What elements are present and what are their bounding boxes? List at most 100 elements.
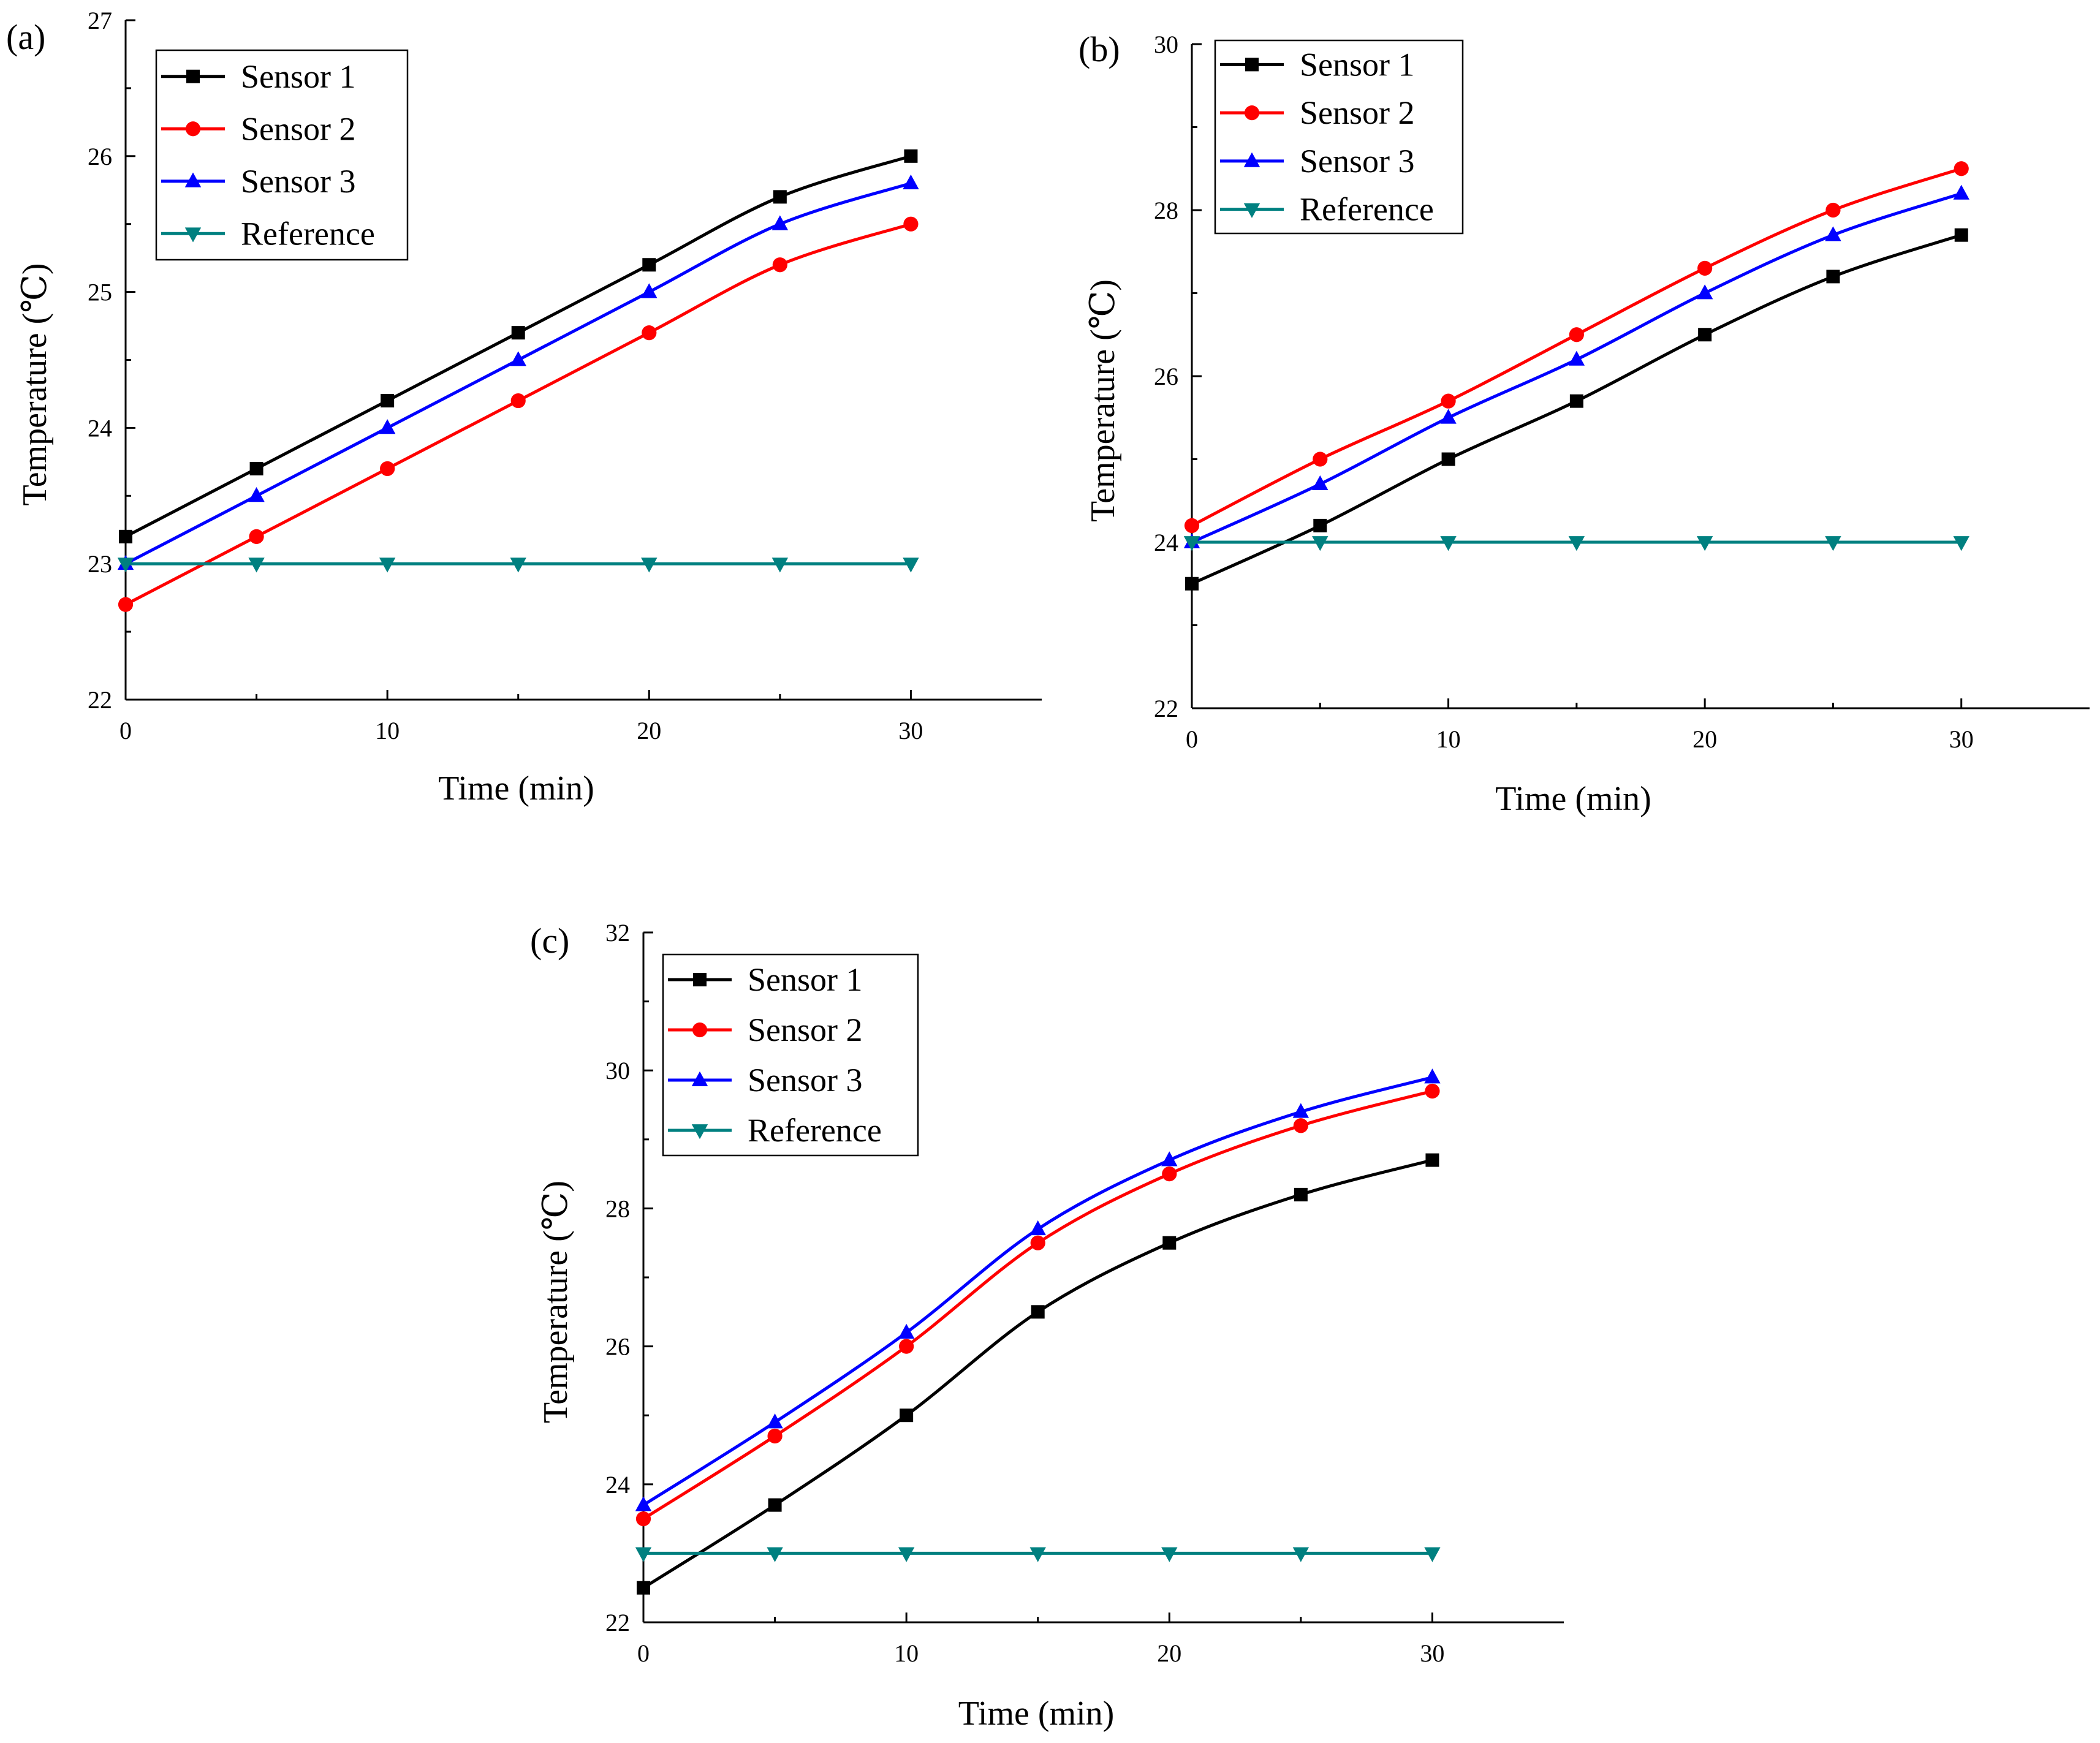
legend-marker-sensor-3	[1243, 152, 1260, 167]
data-point-sensor-1	[900, 1408, 914, 1423]
data-point-reference	[1424, 1547, 1441, 1562]
x-tick-label: 20	[637, 717, 661, 744]
data-point-sensor-1	[1441, 452, 1455, 466]
data-point-sensor-3	[1161, 1151, 1178, 1166]
data-point-reference	[1953, 536, 1969, 551]
data-point-sensor-2	[899, 1339, 914, 1354]
data-point-sensor-1	[1031, 1305, 1045, 1319]
data-point-sensor-1	[1185, 577, 1199, 591]
y-tick-label: 22	[88, 686, 112, 714]
y-tick-label: 32	[605, 919, 630, 947]
data-point-reference	[379, 558, 396, 573]
y-axis-title: Temperature (℃)	[537, 1181, 575, 1423]
data-point-sensor-3	[903, 174, 919, 190]
data-point-reference	[1029, 1547, 1046, 1562]
data-point-sensor-1	[119, 529, 132, 543]
y-tick-label: 24	[88, 414, 112, 442]
panel-a: 22 23 24 25 26 27 0 10 20 30 Time (min) Temperature…	[6, 7, 1042, 807]
legend-label-sensor-1: Sensor 1	[1300, 46, 1415, 83]
data-point-sensor-2	[1825, 202, 1841, 218]
legend-marker-sensor-1	[186, 69, 200, 83]
x-tick-label: 30	[1420, 1639, 1444, 1667]
x-tick-label: 10	[1436, 725, 1461, 753]
data-point-sensor-2	[1697, 260, 1713, 276]
data-point-sensor-1	[773, 190, 787, 204]
y-axis-title: Temperature (℃)	[16, 263, 54, 505]
data-point-sensor-1	[1313, 518, 1327, 532]
y-tick-label: 22	[605, 1609, 630, 1636]
y-tick-label: 27	[88, 7, 112, 34]
data-point-sensor-2	[1569, 327, 1584, 342]
series-line-sensor-3	[1191, 192, 1962, 544]
x-tick-label: 0	[1186, 725, 1198, 753]
data-point-sensor-3	[248, 487, 265, 502]
legend-marker-sensor-2	[692, 1022, 708, 1038]
legend-label-sensor-3: Sensor 3	[1300, 143, 1415, 180]
legend-label-sensor-3: Sensor 3	[748, 1062, 863, 1098]
legend-marker-sensor-1	[1245, 58, 1259, 72]
legend-marker-reference	[184, 227, 202, 243]
legend-marker-sensor-2	[1244, 105, 1260, 121]
data-point-reference	[1292, 1547, 1310, 1562]
data-point-reference	[903, 558, 919, 573]
data-point-sensor-2	[903, 216, 919, 232]
data-point-reference	[1312, 536, 1329, 551]
data-point-sensor-1	[1425, 1153, 1439, 1167]
legend-label-sensor-2: Sensor 2	[1300, 94, 1415, 131]
data-point-sensor-2	[1184, 518, 1200, 534]
legend	[662, 953, 919, 1157]
legend	[1214, 39, 1464, 235]
data-point-sensor-1	[1954, 228, 1968, 242]
data-point-reference	[641, 558, 658, 573]
x-tick-label: 20	[1157, 1639, 1181, 1667]
data-point-reference	[767, 1547, 783, 1562]
data-point-sensor-3	[1312, 475, 1329, 491]
data-point-sensor-2	[1954, 161, 1969, 176]
data-point-sensor-2	[642, 325, 657, 341]
y-tick-label: 30	[1154, 31, 1178, 58]
legend-label-sensor-1: Sensor 1	[748, 961, 863, 998]
y-tick-label: 23	[88, 550, 112, 578]
legend-label-sensor-2: Sensor 2	[748, 1011, 863, 1048]
data-point-reference	[248, 558, 265, 573]
panel-label: (b)	[1078, 29, 1120, 69]
data-point-sensor-2	[1441, 393, 1456, 409]
panel-b: 22 24 26 28 30 0 10 20 30 Time (min) Temperature (…	[1078, 29, 2090, 818]
data-point-sensor-3	[510, 351, 526, 366]
legend	[155, 49, 409, 261]
data-point-reference	[1183, 536, 1200, 551]
y-tick-label: 30	[605, 1057, 630, 1084]
series-line-sensor-1	[1191, 233, 1962, 586]
data-point-sensor-2	[772, 257, 787, 273]
data-point-sensor-1	[1162, 1236, 1177, 1250]
x-tick-label: 10	[375, 717, 400, 744]
data-point-sensor-1	[249, 461, 263, 475]
data-point-sensor-3	[767, 1413, 783, 1429]
data-point-sensor-3	[771, 215, 789, 230]
data-point-sensor-1	[768, 1498, 782, 1512]
data-point-sensor-3	[1953, 184, 1969, 200]
series-line-sensor-2	[124, 222, 912, 606]
data-point-sensor-1	[381, 394, 395, 408]
y-tick-label: 22	[1154, 695, 1178, 722]
y-tick-label: 26	[88, 143, 112, 170]
data-point-sensor-3	[1825, 226, 1841, 241]
data-point-reference	[898, 1547, 915, 1562]
x-tick-label: 20	[1693, 725, 1717, 753]
data-point-sensor-2	[1293, 1118, 1308, 1133]
panel-label: (a)	[6, 17, 45, 57]
y-axis-title: Temperature (℃)	[1084, 279, 1122, 522]
data-point-sensor-1	[1698, 328, 1712, 342]
y-tick-label: 26	[1154, 363, 1178, 390]
legend-marker-reference	[691, 1124, 708, 1140]
data-point-sensor-2	[510, 393, 526, 409]
data-point-sensor-2	[249, 529, 264, 544]
y-tick-label: 26	[605, 1333, 630, 1361]
data-point-sensor-2	[635, 1511, 651, 1527]
data-point-sensor-1	[511, 326, 525, 340]
y-tick-label: 28	[605, 1195, 630, 1222]
data-point-sensor-1	[1826, 270, 1840, 284]
data-point-sensor-2	[1313, 452, 1328, 467]
data-point-sensor-3	[635, 1496, 652, 1511]
